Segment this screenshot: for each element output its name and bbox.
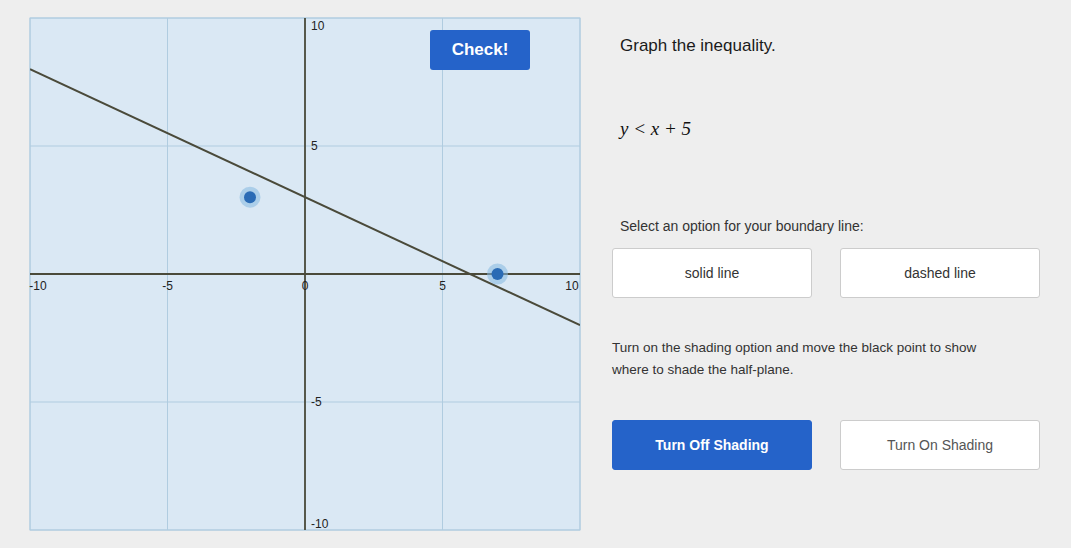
instruction: where to shade the half-plane. [612,362,794,377]
shading-on-button[interactable]: Turn On Shading [840,420,1040,470]
instruction: Select an option for your boundary line: [620,218,864,234]
x-tick-label: -5 [162,279,173,293]
y-tick-label: -5 [311,395,322,409]
title: Graph the inequality. [620,36,776,56]
y-tick-label: -10 [311,517,329,531]
inequality: y < x + 5 [620,118,691,140]
x-tick-label: -10 [29,279,47,293]
grid-line [305,18,306,530]
check-button[interactable]: Check! [430,30,530,70]
instruction: Turn on the shading option and move the … [612,340,976,355]
point[interactable] [492,268,504,280]
plot-area [30,18,580,530]
y-axis [304,18,306,530]
solid-line-button[interactable]: solid line [612,248,812,298]
y-tick-label: 10 [311,19,325,33]
marks [30,69,580,325]
y-tick-label: 5 [311,139,318,153]
right-panel: Graph the inequality. y < x + 5 Select an … [600,0,1055,548]
x-tick-label: 0 [302,279,309,293]
boundary-line [30,69,580,325]
x-tick-label: 10 [565,279,579,293]
graph: -10 -5 0 5 10 -10 -5 5 10 [0,0,590,548]
dashed-line-button[interactable]: dashed line [840,248,1040,298]
shading-off-button[interactable]: Turn Off Shading [612,420,812,470]
point[interactable] [244,191,256,203]
x-tick-label: 5 [439,279,446,293]
